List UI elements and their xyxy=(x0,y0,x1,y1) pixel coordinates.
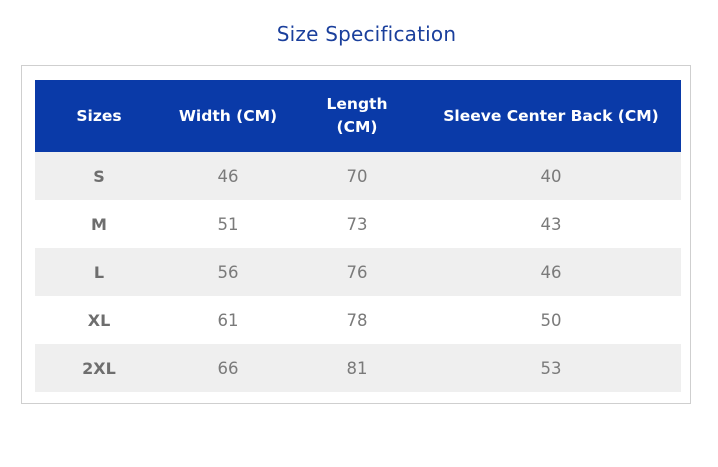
width-cell: 61 xyxy=(217,310,239,330)
table-row: S 46 70 40 xyxy=(35,152,681,200)
sleeve-cell: 46 xyxy=(540,262,562,282)
size-cell: S xyxy=(93,166,105,186)
page-title: Size Specification xyxy=(276,22,457,46)
length-cell: 76 xyxy=(346,262,368,282)
sleeve-cell: 53 xyxy=(540,358,562,378)
size-table: Sizes Width (CM) Length (CM) Sleeve Cent… xyxy=(35,80,681,392)
sleeve-cell: 50 xyxy=(540,310,562,330)
size-cell: 2XL xyxy=(82,358,116,378)
header-sizes: Sizes xyxy=(76,106,122,125)
length-cell: 70 xyxy=(346,166,368,186)
sleeve-cell: 43 xyxy=(540,214,562,234)
length-cell: 73 xyxy=(346,214,368,234)
table-row: 2XL 66 81 53 xyxy=(35,344,681,392)
table-header-row: Sizes Width (CM) Length (CM) Sleeve Cent… xyxy=(35,80,681,152)
table-row: XL 61 78 50 xyxy=(35,296,681,344)
header-length: Length (CM) xyxy=(326,95,388,136)
sleeve-cell: 40 xyxy=(540,166,562,186)
header-width: Width (CM) xyxy=(178,106,278,125)
size-cell: L xyxy=(93,262,105,282)
size-cell: XL xyxy=(87,310,111,330)
table-row: M 51 73 43 xyxy=(35,200,681,248)
size-table-card: Sizes Width (CM) Length (CM) Sleeve Cent… xyxy=(21,65,691,404)
width-cell: 46 xyxy=(217,166,239,186)
width-cell: 51 xyxy=(217,214,239,234)
length-cell: 78 xyxy=(346,310,368,330)
header-sleeve-center-back: Sleeve Center Back (CM) xyxy=(443,106,659,125)
width-cell: 66 xyxy=(217,358,239,378)
width-cell: 56 xyxy=(217,262,239,282)
length-cell: 81 xyxy=(346,358,368,378)
table-row: L 56 76 46 xyxy=(35,248,681,296)
size-cell: M xyxy=(91,214,107,234)
